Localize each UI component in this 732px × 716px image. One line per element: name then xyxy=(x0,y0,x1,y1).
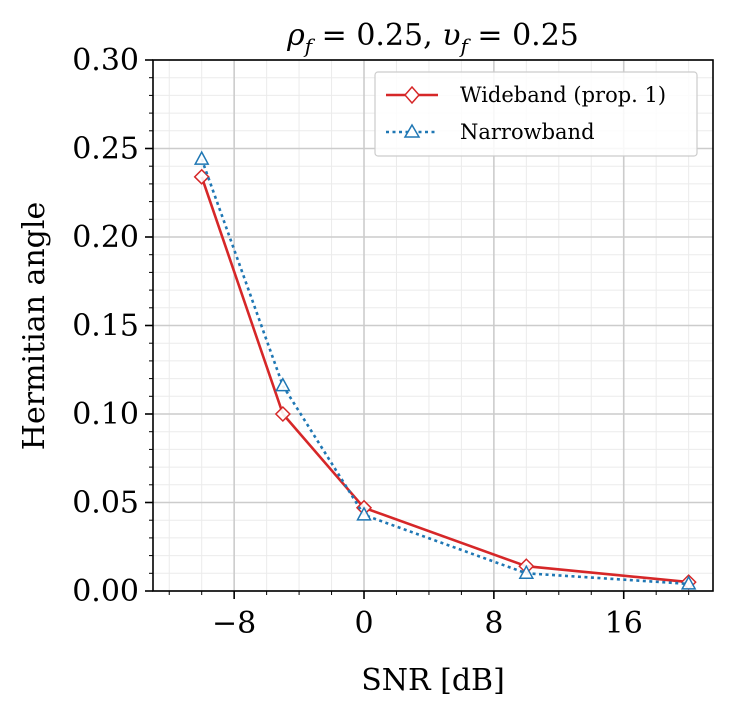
legend-marker-wideband xyxy=(404,85,420,105)
legend-label-narrowband: Narrowband xyxy=(460,120,595,144)
y-axis-label: Hermitian angle xyxy=(17,202,52,450)
legend-label-wideband: Wideband (prop. 1) xyxy=(460,83,666,107)
axis-ticks: −8 0 8 16 0.00 0.05 0.10 0.15 0.20 0.25 0.30 xyxy=(72,43,690,641)
y-tick-label: 0.15 xyxy=(72,309,139,344)
y-tick-label: 0.30 xyxy=(72,43,139,78)
x-tick-label: −8 xyxy=(212,606,256,641)
chart-title: ρf = 0.25, υf = 0.25 xyxy=(286,18,579,58)
series-line-1 xyxy=(200,158,689,586)
data-point-1-3 xyxy=(518,564,535,580)
y-tick-label: 0.10 xyxy=(72,397,139,432)
data-point-1-1 xyxy=(275,377,291,392)
x-axis-label: SNR [dB] xyxy=(361,663,505,698)
data-point-0-1 xyxy=(274,405,291,423)
x-tick-label: 8 xyxy=(484,606,503,641)
x-tick-label: 16 xyxy=(605,606,643,641)
legend-marker-narrowband xyxy=(403,123,421,138)
y-tick-label: 0.05 xyxy=(72,486,139,521)
data-point-1-0 xyxy=(193,150,210,165)
legend-box xyxy=(374,71,698,157)
y-tick-label: 0.25 xyxy=(72,132,139,167)
data-point-1-2 xyxy=(356,506,372,521)
legend: Wideband (prop. 1) Narrowband xyxy=(374,71,698,157)
data-point-1-4 xyxy=(680,575,697,590)
series-layer xyxy=(193,150,697,591)
y-tick-label: 0.20 xyxy=(72,220,139,255)
x-tick-label: 0 xyxy=(354,606,373,641)
data-point-0-0 xyxy=(193,168,210,185)
y-tick-label: 0.00 xyxy=(72,574,139,609)
